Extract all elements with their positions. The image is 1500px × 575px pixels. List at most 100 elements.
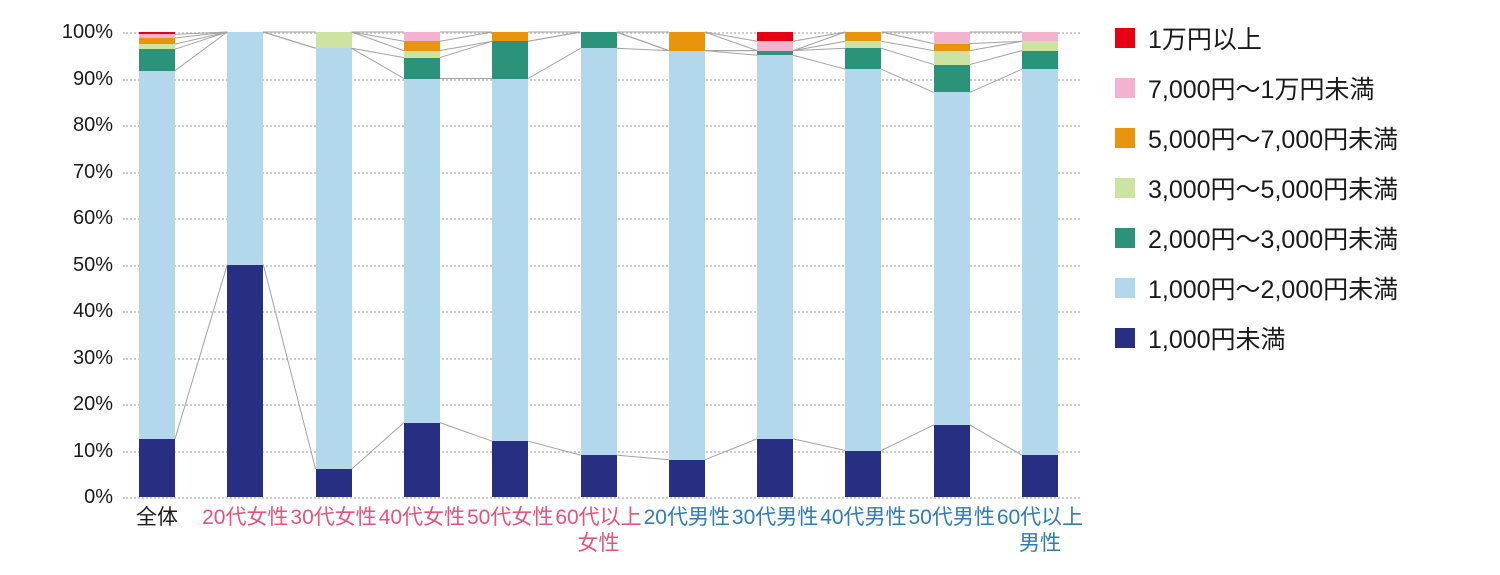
legend-item: 1,000円〜2,000円未満 <box>1115 276 1398 304</box>
bar-segment <box>845 69 882 451</box>
connector-line <box>881 47 934 66</box>
y-axis-label-30: 30% <box>72 346 113 369</box>
bar-9 <box>845 32 882 497</box>
x-axis-label: 50代女性 <box>467 506 554 529</box>
bar-5 <box>492 32 529 497</box>
legend-item: 3,000円〜5,000円未満 <box>1115 176 1398 204</box>
bar-segment <box>1022 69 1058 456</box>
connector-line <box>174 31 228 50</box>
bar-segment <box>492 41 529 79</box>
connector-line <box>439 422 493 442</box>
bar-11 <box>1022 32 1058 497</box>
y-axis-label-50: 50% <box>72 253 113 276</box>
x-axis-label: 30代男性 <box>731 506 819 529</box>
connector-line <box>616 31 669 52</box>
connector-line <box>792 438 846 451</box>
connector-line <box>351 422 405 470</box>
bar-segment <box>757 438 794 497</box>
x-axis-label: 20代男性 <box>643 506 730 529</box>
bar-segment <box>933 424 970 497</box>
legend-item: 1万円以上 <box>1115 26 1398 54</box>
connector-line <box>439 40 493 52</box>
legend-swatch <box>1115 328 1135 348</box>
y-axis-label-0: 0% <box>84 486 113 508</box>
x-axis-label: 60代以上 男性 <box>996 506 1084 555</box>
y-axis-label-60: 60% <box>72 207 113 229</box>
y-axis-label-20: 20% <box>72 393 113 415</box>
connector-line <box>263 31 316 49</box>
connector-line <box>881 424 934 451</box>
x-axis-label: 50代男性 <box>908 506 995 529</box>
gridline-0 <box>123 497 1080 499</box>
legend-label: 1,000円〜2,000円未満 <box>1148 276 1399 304</box>
x-axis-label: 60代以上 女性 <box>555 506 642 555</box>
bar-segment <box>668 459 705 497</box>
bar-segment <box>139 32 175 35</box>
y-axis-label-40: 40% <box>72 300 113 322</box>
connector-line <box>969 40 1023 52</box>
bar-segment <box>933 32 970 44</box>
bar-segment <box>757 41 794 51</box>
y-axis-label-100: 100% <box>61 21 113 43</box>
legend-label: 2,000円〜3,000円未満 <box>1148 226 1399 254</box>
bar-segment <box>403 41 440 51</box>
bar-segment <box>403 422 440 497</box>
connector-line <box>793 40 846 52</box>
connector-line <box>704 50 758 56</box>
bar-segment <box>403 32 440 42</box>
connector-line <box>174 31 228 71</box>
bar-segment <box>492 32 529 42</box>
bar-segment <box>139 44 175 50</box>
connector-line <box>616 47 669 52</box>
legend-item: 7,000円〜1万円未満 <box>1115 76 1398 104</box>
bar-segment <box>933 92 970 425</box>
connector-line <box>969 424 1023 456</box>
bar-segment <box>139 70 175 439</box>
y-axis-label-10: 10% <box>72 439 113 462</box>
bar-10 <box>933 32 970 497</box>
x-axis-label: 40代男性 <box>820 506 907 529</box>
legend-label: 7,000円〜1万円未満 <box>1148 76 1375 104</box>
connector-line <box>969 40 1023 45</box>
bar-segment <box>227 264 264 497</box>
y-axis-label-80: 80% <box>72 114 113 136</box>
connector-line <box>881 40 934 52</box>
bar-segment <box>139 438 175 497</box>
legend-swatch <box>1115 278 1135 298</box>
bar-segment <box>845 450 882 497</box>
bar-segment <box>1022 455 1058 497</box>
legend-swatch <box>1115 178 1135 198</box>
connector-line <box>174 31 228 45</box>
x-axis-label: 全体 <box>136 506 178 529</box>
connector-line <box>704 31 758 52</box>
connector-line <box>969 68 1023 93</box>
bar-segment <box>1022 32 1058 42</box>
bar-segment <box>845 41 882 49</box>
connector-line <box>174 31 228 39</box>
bar-segment <box>580 455 617 497</box>
bar-segment <box>139 38 175 45</box>
legend-label: 1万円以上 <box>1148 26 1262 54</box>
legend-swatch <box>1115 128 1135 148</box>
legend-item: 2,000円〜3,000円未満 <box>1115 226 1398 254</box>
plot-area <box>123 31 1080 499</box>
bar-segment <box>403 78 440 423</box>
x-axis-label: 20代女性 <box>202 506 289 529</box>
bar-segment <box>1022 50 1058 70</box>
bar-segment <box>403 57 440 79</box>
legend-label: 5,000円〜7,000円未満 <box>1148 126 1399 154</box>
connector-line <box>528 31 581 42</box>
bar-segment <box>757 32 794 42</box>
bar-6 <box>580 32 617 497</box>
connector-line <box>793 31 846 42</box>
connector-line <box>704 438 758 461</box>
bar-segment <box>1022 41 1058 51</box>
bar-segment <box>668 32 705 51</box>
bar-segment <box>139 34 175 39</box>
bar-1 <box>139 32 175 497</box>
legend-item: 1,000円未満 <box>1115 326 1398 354</box>
bar-segment <box>139 49 175 71</box>
y-axis-label-70: 70% <box>72 160 113 183</box>
connector-line <box>528 440 581 456</box>
